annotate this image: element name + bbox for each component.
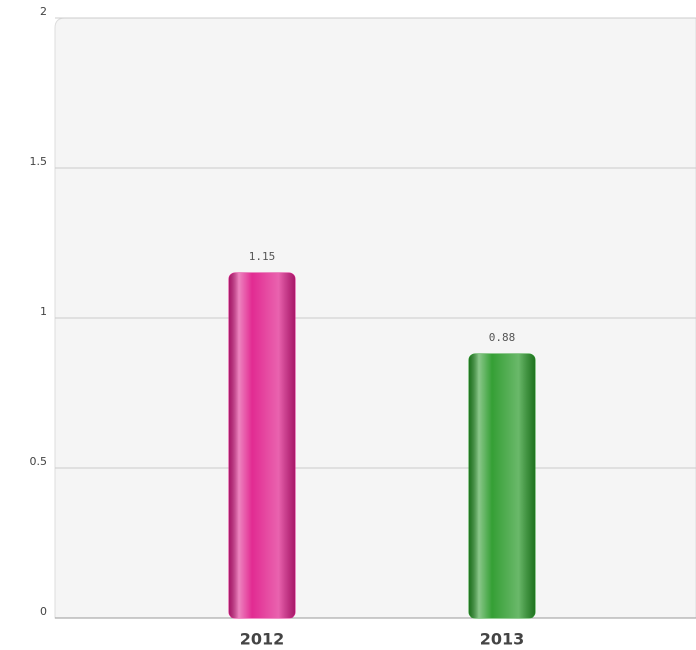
y-tick-label: 0.5	[30, 455, 48, 468]
y-tick-label: 1.5	[30, 155, 48, 168]
bar-shine	[229, 273, 295, 618]
y-tick-label: 2	[40, 5, 47, 18]
y-tick-label: 0	[40, 605, 47, 618]
bar-shine	[469, 354, 535, 618]
x-tick-label: 2012	[240, 630, 285, 649]
value-label: 1.15	[249, 250, 276, 263]
y-tick-label: 1	[40, 305, 47, 318]
value-label: 0.88	[489, 331, 516, 344]
x-tick-label: 2013	[480, 630, 525, 649]
